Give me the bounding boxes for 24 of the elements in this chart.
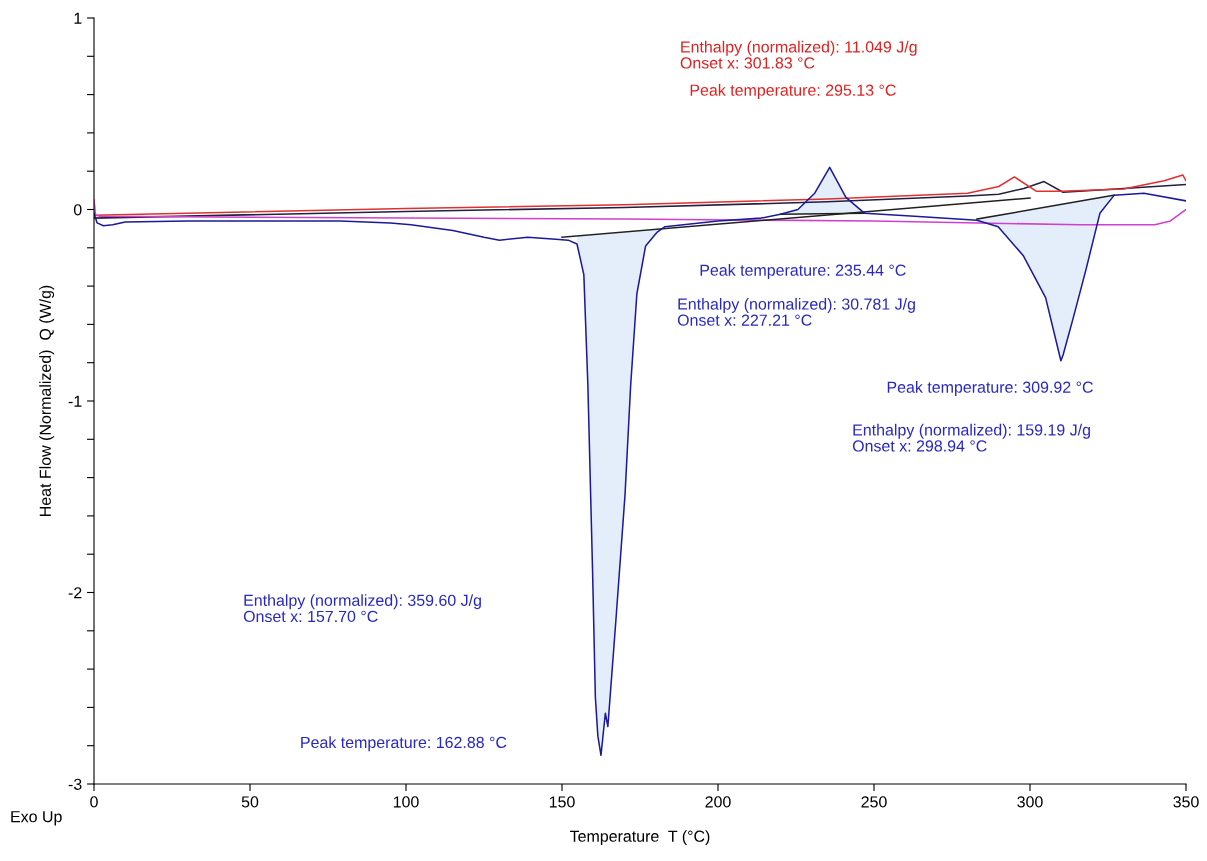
annotation: Enthalpy (normalized): 359.60 J/g Onset x: 157.70 °C (243, 594, 481, 623)
annotation: Peak temperature: 235.44 °C (700, 264, 906, 279)
x-axis-title: Temperature T (°C) (570, 830, 710, 846)
annotation: Enthalpy (normalized): 11.049 J/g Onset x: 301.83 °C (680, 40, 917, 69)
x-tick-label: 350 (1173, 796, 1199, 808)
annotation: Enthalpy (normalized): 30.781 J/g Onset x: 227.21 °C (677, 298, 915, 326)
text: Exo Up (11, 811, 62, 826)
annotation: Peak temperature: 309.92 °C (887, 381, 1093, 396)
annotation: Enthalpy (normalized): 159.19 J/g Onset x: 298.94 °C (852, 423, 1090, 452)
y-tick-label: 0 (73, 204, 82, 216)
x-tick-label: 150 (549, 796, 575, 808)
x-tick-label: 250 (861, 796, 887, 808)
annotation: Peak temperature: 295.13 °C (690, 84, 896, 99)
y-axis-title: Heat Flow (Normalized) Q (W/g) (39, 285, 55, 516)
x-tick-label: 200 (705, 796, 731, 808)
y-tick-label: -1 (68, 395, 82, 407)
annotation: Peak temperature: 162.88 °C (301, 736, 507, 752)
y-tick-label: -3 (68, 778, 82, 790)
x-tick-label: 0 (90, 796, 98, 808)
y-tick-label: 1 (74, 12, 82, 24)
x-tick-label: 50 (241, 796, 259, 808)
x-tick-label: 100 (393, 796, 419, 808)
y-tick-label: -2 (68, 587, 82, 599)
x-tick-label: 300 (1017, 796, 1043, 808)
